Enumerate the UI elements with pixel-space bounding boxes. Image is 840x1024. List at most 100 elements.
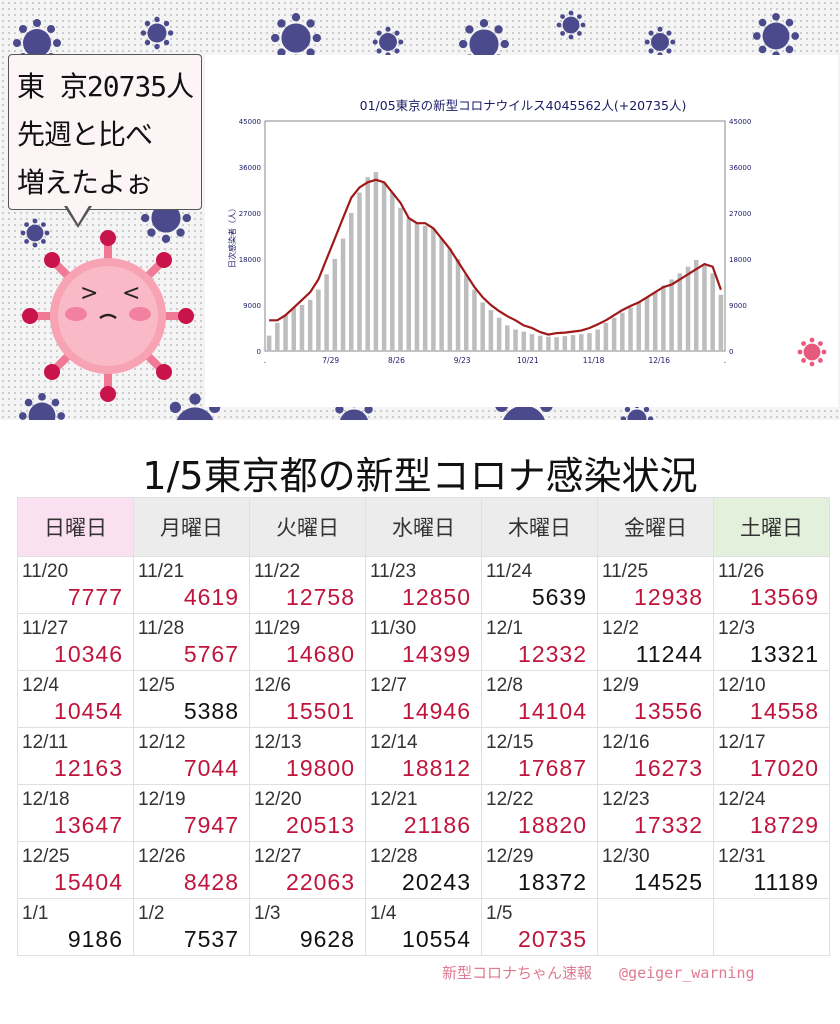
day-cell: 12/20 20513 bbox=[250, 785, 365, 841]
daily-case-bar bbox=[316, 289, 321, 351]
cell-case-count: 13647 bbox=[54, 812, 123, 838]
table-cell: 11/27 10346 bbox=[17, 613, 134, 671]
y-tick-right: 18000 bbox=[729, 256, 751, 264]
daily-case-bar bbox=[693, 260, 699, 351]
virus-icon bbox=[459, 19, 509, 69]
cell-case-count: 14525 bbox=[634, 869, 703, 895]
cell-case-count: 10346 bbox=[54, 641, 123, 667]
daily-case-bar bbox=[390, 192, 395, 351]
speech-line-2: 先週と比べ bbox=[17, 118, 153, 151]
x-tick-label: 12/16 bbox=[648, 356, 670, 365]
daily-case-bar bbox=[685, 266, 691, 351]
cell-case-count: 7947 bbox=[183, 812, 239, 838]
x-tick-label: 8/26 bbox=[388, 356, 405, 365]
daily-case-bar bbox=[455, 259, 461, 351]
cell-case-count: 18729 bbox=[750, 812, 819, 838]
day-cell: 12/12 7044 bbox=[134, 728, 249, 784]
x-tick-label: . bbox=[264, 356, 266, 365]
day-cell: 12/21 21186 bbox=[366, 785, 481, 841]
day-cell: 11/22 12758 bbox=[250, 557, 365, 613]
daily-case-bar bbox=[718, 294, 724, 351]
cell-date: 12/16 bbox=[602, 732, 650, 753]
day-cell: 1/2 7537 bbox=[134, 899, 249, 955]
daily-case-bar bbox=[266, 335, 272, 351]
table-cell: 11/21 4619 bbox=[133, 556, 250, 614]
cell-case-count: 12850 bbox=[402, 584, 471, 610]
day-cell: 1/1 9186 bbox=[18, 899, 133, 955]
table-cell: 12/21 21186 bbox=[365, 784, 482, 842]
cell-case-count: 14558 bbox=[750, 698, 819, 724]
table-row: 1/1 9186 1/2 7537 1/3 9628 1/4 10554 1/5 20735 bbox=[17, 898, 830, 956]
y-tick-left: 9000 bbox=[243, 302, 261, 310]
table-cell: 12/25 15404 bbox=[17, 841, 134, 899]
y-tick-left: 36000 bbox=[239, 164, 261, 172]
daily-case-bar bbox=[652, 292, 658, 351]
day-cell: 12/10 14558 bbox=[714, 671, 829, 727]
cell-case-count: 14104 bbox=[518, 698, 587, 724]
table-cell: 12/20 20513 bbox=[249, 784, 366, 842]
cell-date: 12/19 bbox=[138, 789, 186, 810]
cell-date: 12/17 bbox=[718, 732, 766, 753]
day-cell: 12/30 14525 bbox=[598, 842, 713, 898]
daily-case-bar bbox=[710, 273, 715, 351]
daily-case-bar bbox=[644, 297, 650, 351]
table-cell: 1/4 10554 bbox=[365, 898, 482, 956]
daily-case-bar bbox=[357, 192, 362, 351]
daily-case-bar bbox=[587, 333, 592, 351]
cell-case-count: 17687 bbox=[518, 755, 587, 781]
day-cell: 12/2 11244 bbox=[598, 614, 713, 670]
cell-case-count: 9628 bbox=[299, 926, 355, 952]
cell-date: 12/18 bbox=[22, 789, 70, 810]
daily-case-bar bbox=[570, 335, 576, 351]
day-cell: 12/29 18372 bbox=[482, 842, 597, 898]
y-tick-left: 45000 bbox=[239, 118, 261, 126]
footer-source: 新型コロナちゃん速報 bbox=[442, 964, 593, 982]
y-tick-right: 36000 bbox=[729, 164, 751, 172]
table-cell: 12/24 18729 bbox=[713, 784, 830, 842]
cell-case-count: 11244 bbox=[635, 641, 703, 667]
daily-case-bar bbox=[480, 302, 485, 351]
cell-case-count: 15404 bbox=[54, 869, 123, 895]
daily-case-bar bbox=[513, 329, 518, 351]
virus-icon bbox=[752, 12, 800, 60]
cell-case-count: 10454 bbox=[54, 698, 123, 724]
daily-case-bar bbox=[546, 336, 551, 351]
day-cell: 11/23 12850 bbox=[366, 557, 481, 613]
x-tick-label: 11/18 bbox=[583, 356, 605, 365]
header-friday: 金曜日 bbox=[597, 497, 714, 557]
weekly-cases-table: 日曜日 月曜日 火曜日 水曜日 木曜日 金曜日 土曜日 11/20 7777 11/… bbox=[17, 497, 830, 956]
cell-case-count: 17332 bbox=[634, 812, 703, 838]
daily-case-bar bbox=[628, 307, 633, 351]
cell-date: 11/24 bbox=[486, 561, 533, 582]
daily-case-bar bbox=[669, 279, 674, 351]
virus-icon bbox=[556, 10, 586, 40]
daily-case-bar bbox=[291, 307, 297, 351]
day-cell: 12/24 18729 bbox=[714, 785, 829, 841]
cell-case-count: 19800 bbox=[286, 755, 355, 781]
cell-date: 12/28 bbox=[370, 846, 418, 867]
cell-date: 12/23 bbox=[602, 789, 650, 810]
cell-case-count: 14946 bbox=[402, 698, 471, 724]
day-cell: 12/23 17332 bbox=[598, 785, 713, 841]
cell-case-count: 17020 bbox=[750, 755, 819, 781]
cell-case-count: 21186 bbox=[403, 812, 471, 838]
cell-date: 1/2 bbox=[138, 903, 165, 924]
cell-case-count: 7537 bbox=[183, 926, 239, 952]
y-axis-label: 日次感染者（人） bbox=[227, 204, 237, 268]
chart-panel: 01/05東京の新型コロナウイルス4045562人(+20735人) 日次感染者… bbox=[205, 55, 838, 407]
cell-case-count: 18820 bbox=[518, 812, 587, 838]
daily-case-bar bbox=[422, 225, 428, 351]
day-cell: 12/31 11189 bbox=[714, 842, 829, 898]
cell-date: 12/9 bbox=[602, 675, 639, 696]
daily-case-bar bbox=[324, 274, 329, 351]
daily-case-bar bbox=[578, 334, 584, 351]
header-monday: 月曜日 bbox=[133, 497, 250, 557]
table-cell: 12/29 18372 bbox=[481, 841, 598, 899]
table-cell: 12/23 17332 bbox=[597, 784, 714, 842]
table-cell: 12/14 18812 bbox=[365, 727, 482, 785]
day-cell: 12/27 22063 bbox=[250, 842, 365, 898]
day-cell: 1/3 9628 bbox=[250, 899, 365, 955]
cell-date: 12/6 bbox=[254, 675, 291, 696]
daily-case-bar bbox=[398, 207, 403, 351]
x-tick-label: . bbox=[724, 356, 726, 365]
